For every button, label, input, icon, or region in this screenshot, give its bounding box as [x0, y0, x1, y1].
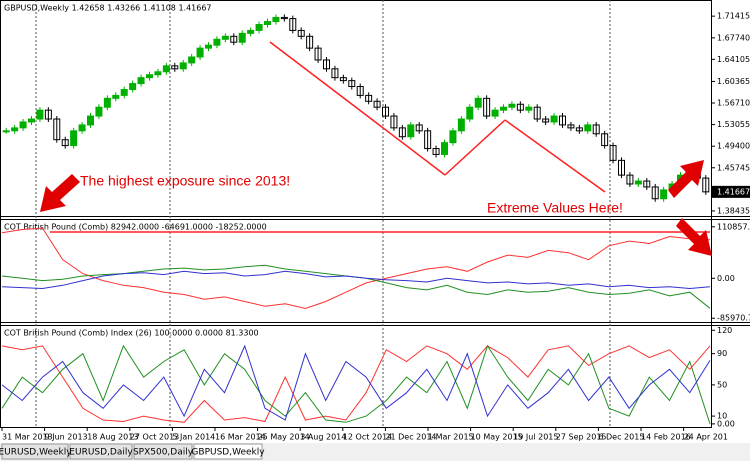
tab[interactable]	[133, 443, 193, 460]
y-tick-label: 110857.75	[717, 222, 750, 231]
y-tick-label: 120	[717, 326, 732, 335]
x-tick-label: 3 Aug 2014	[300, 433, 346, 442]
y-tick-label: 0.00	[717, 419, 735, 428]
y-tick-label: 1.64105	[717, 55, 750, 64]
panel-title: COT British Pound (Comb) 82942.0000 -646…	[4, 223, 267, 232]
x-tick-label: 27 Oct 2013	[130, 433, 179, 442]
y-tick-label: 90	[717, 349, 727, 358]
tab[interactable]	[1, 443, 69, 460]
panel-frames	[0, 0, 750, 428]
tab[interactable]	[193, 443, 263, 460]
x-tick-label: 6 Dec 2015	[598, 433, 644, 442]
trend-line	[269, 41, 446, 176]
x-tick-label: 10 May 2015	[471, 433, 523, 442]
x-tick-label: 21 Dec 2014	[385, 433, 436, 442]
x-tick-label: 12 Oct 2014	[343, 433, 392, 442]
panel-title: COT British Pound (Comb) Index (26) 100.…	[4, 329, 259, 338]
x-tick-label: 9 Jun 2013	[45, 433, 88, 442]
annotation: The highest exposure since 2013!	[80, 173, 290, 189]
indicator-line	[1, 270, 711, 290]
trend-line	[504, 119, 606, 193]
x-tick-label: 24 Apr 201	[684, 433, 728, 442]
annotation: Extreme Values Here!	[487, 200, 623, 216]
y-tick-label: 1.60365	[717, 77, 750, 86]
x-tick-label: 25 May 2014	[258, 433, 310, 442]
current-price-label: 1.41667	[717, 187, 750, 196]
indicator-line	[1, 227, 711, 310]
y-tick-label: 50	[717, 380, 727, 389]
x-tick-label: 14 Feb 2016	[641, 433, 691, 442]
y-tick-label: 1.45745	[717, 163, 750, 172]
x-tick-label: 27 Sep 2015	[556, 433, 607, 442]
x-tick-label: 1 Mar 2015	[428, 433, 474, 442]
trend-line	[444, 119, 506, 176]
current-price-box	[712, 185, 750, 198]
plot-frame	[0, 0, 712, 428]
arrows	[40, 160, 712, 256]
indicator-line	[1, 344, 711, 425]
y-tick-label: 1.53055	[717, 120, 750, 129]
y-tick-label: 0.00	[717, 274, 735, 283]
y-tick-label: 1.67740	[717, 33, 750, 42]
panel-title: GBPUSD,Weekly 1.42658 1.43266 1.41108 1.…	[4, 4, 212, 13]
x-tick-label: 5 Jan 2014	[172, 433, 215, 442]
plots: GBPUSD,Weekly 1.42658 1.43266 1.41108 1.…	[1, 4, 750, 442]
x-tick-label: 16 Mar 2014	[215, 433, 266, 442]
y-tick-label: 1.71415	[717, 12, 750, 21]
x-tick-label: 19 Jul 2015	[513, 433, 558, 442]
y-tick-label: 1.49400	[717, 142, 750, 151]
x-tick-label: 18 Aug 2013	[87, 433, 138, 442]
tab[interactable]	[69, 443, 133, 460]
y-tick-label: 10	[717, 412, 727, 421]
y-tick-label: -85970.75	[717, 314, 750, 323]
tab-label[interactable]: SPX500,Daily	[133, 448, 194, 458]
y-tick-label: 1.56710	[717, 99, 750, 108]
arrow	[668, 160, 704, 198]
tab-label[interactable]: EURUSD,Daily	[69, 448, 133, 458]
y-tick-label: 1.38435	[717, 206, 750, 215]
x-tick-label: 31 Mar 2013	[2, 433, 53, 442]
arrow	[40, 174, 80, 212]
trend-lines	[50, 41, 710, 233]
tab-label[interactable]: EURUSD,Weekly	[0, 448, 72, 458]
indicator-line	[1, 344, 711, 421]
tab-label[interactable]: GBPUSD,Weekly	[191, 448, 265, 458]
arrow	[676, 218, 712, 256]
